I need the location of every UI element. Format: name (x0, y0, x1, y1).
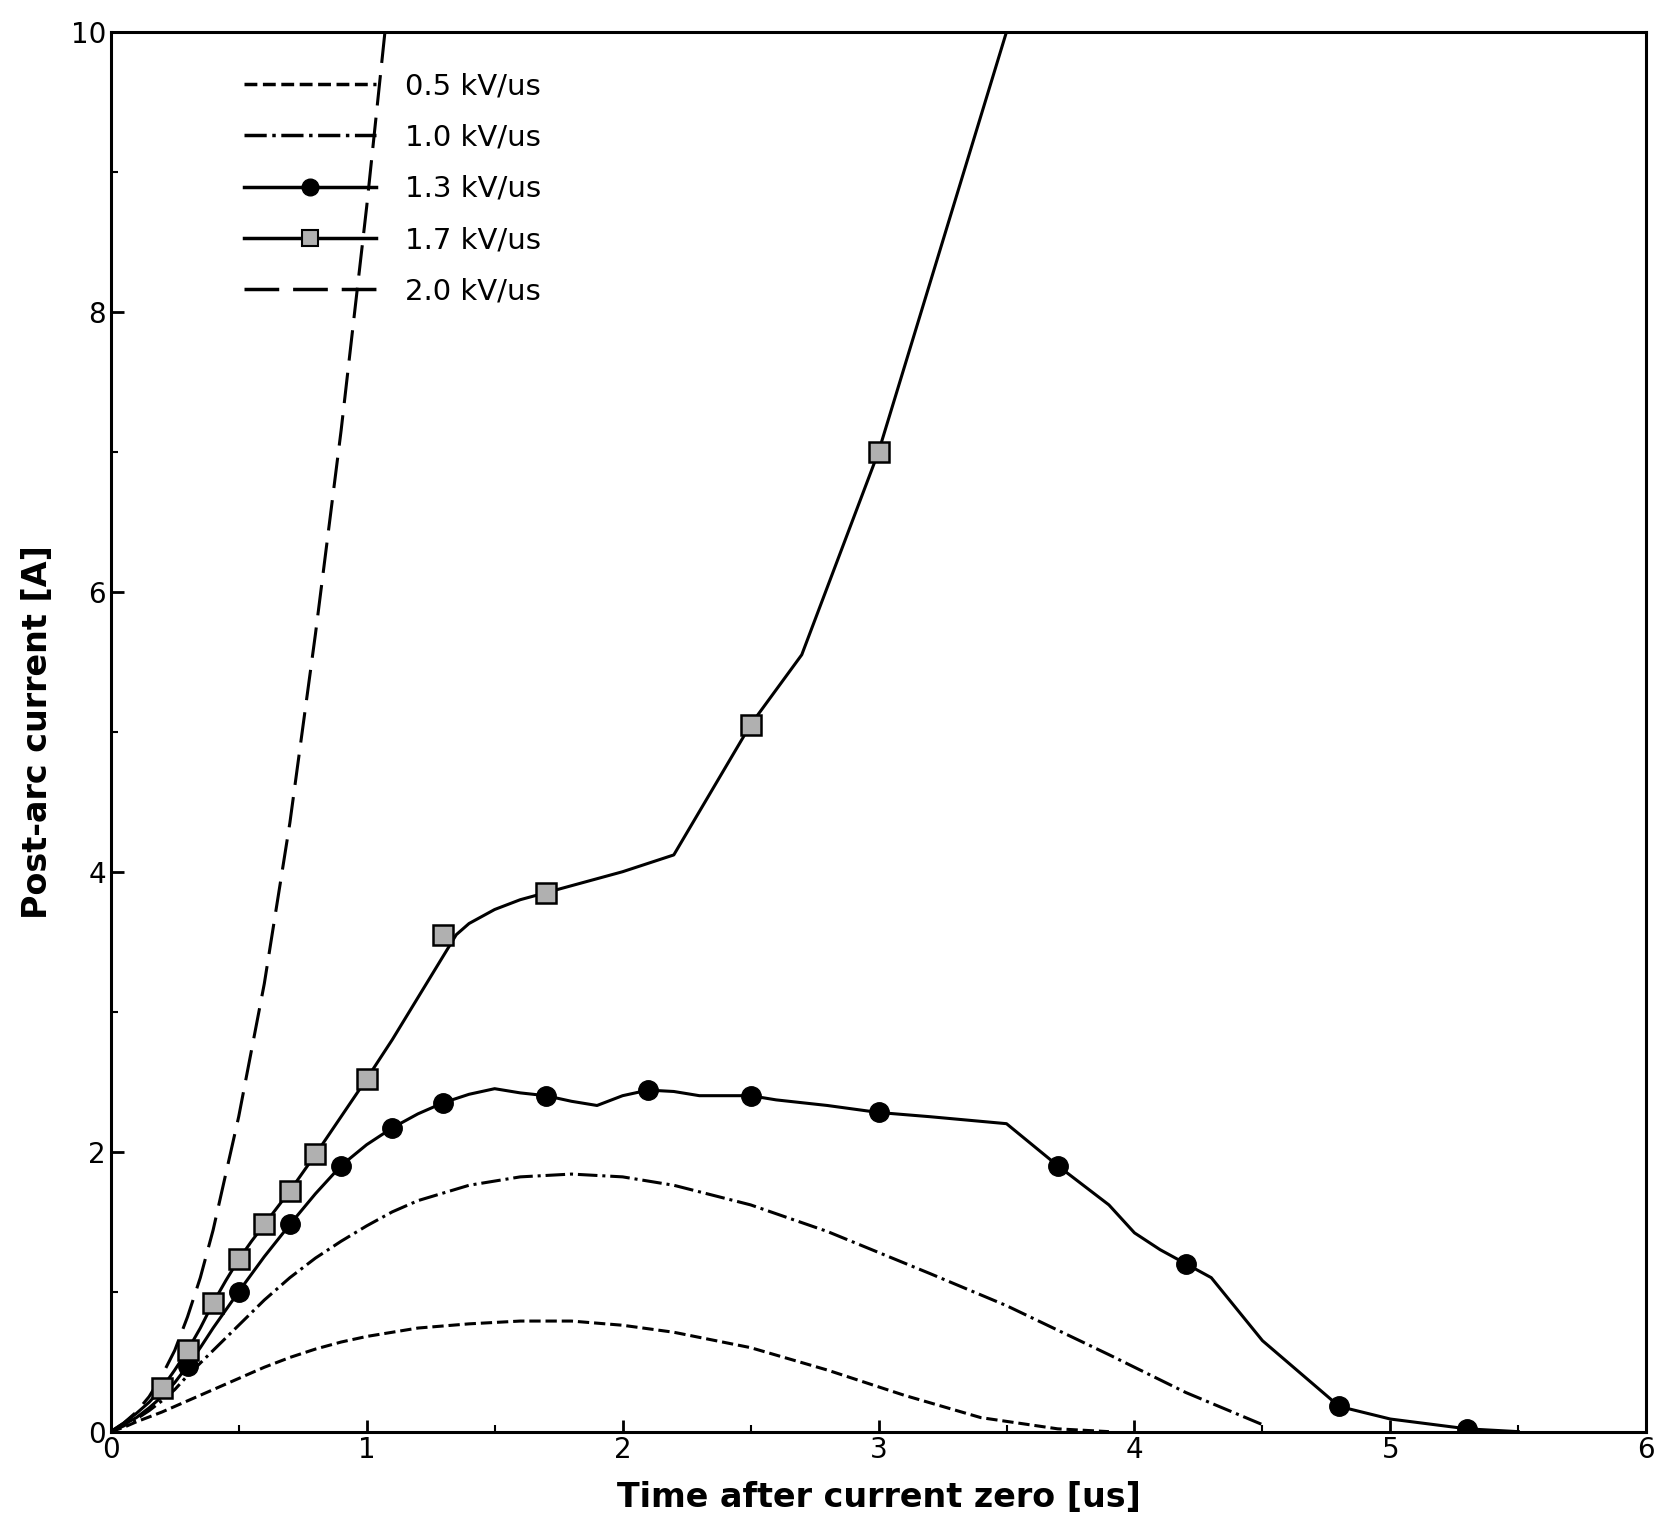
Y-axis label: Post-arc current [A]: Post-arc current [A] (20, 545, 54, 918)
X-axis label: Time after current zero [us]: Time after current zero [us] (617, 1481, 1140, 1514)
Legend: 0.5 kV/us, 1.0 kV/us, 1.3 kV/us, 1.7 kV/us, 2.0 kV/us: 0.5 kV/us, 1.0 kV/us, 1.3 kV/us, 1.7 kV/… (233, 60, 553, 318)
